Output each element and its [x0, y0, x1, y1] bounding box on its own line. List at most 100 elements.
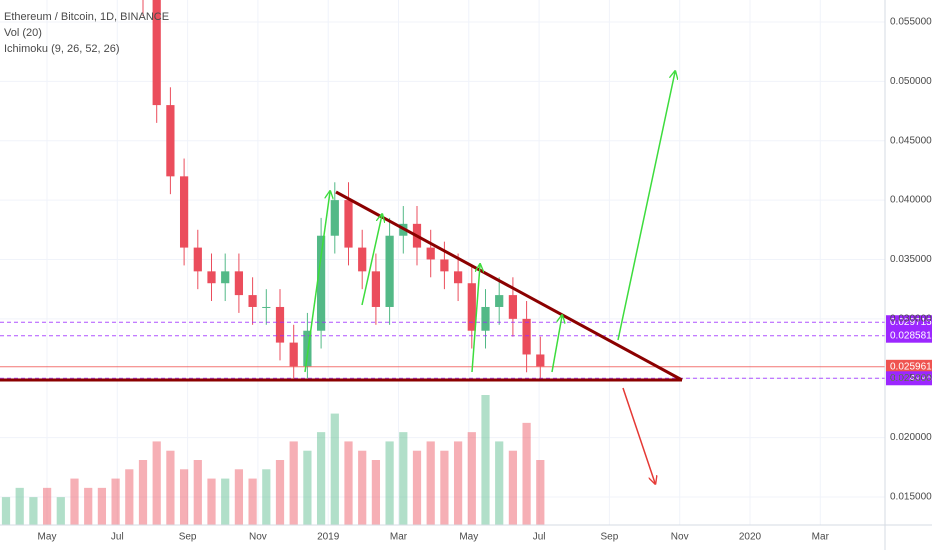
- volume-bar: [289, 441, 298, 525]
- candle-body: [467, 283, 476, 331]
- volume-bar: [193, 460, 202, 525]
- volume-bar: [152, 441, 161, 525]
- arrow: [471, 265, 480, 373]
- candle-body: [179, 176, 189, 248]
- candle-body: [481, 306, 490, 331]
- volume-bar: [344, 441, 353, 525]
- candle-body: [522, 318, 531, 355]
- candle-body: [166, 105, 175, 177]
- price-label-box: [886, 371, 932, 386]
- volume-bar: [84, 487, 93, 525]
- y-tick-label: 0.055000: [890, 17, 932, 28]
- volume-bar: [15, 487, 24, 525]
- candle-body: [440, 259, 449, 272]
- candle-body: [207, 271, 216, 284]
- volume-bar: [70, 478, 79, 525]
- price-label-box: [886, 359, 932, 374]
- arrow: [361, 215, 382, 306]
- volume-bar: [453, 441, 463, 525]
- candle-body: [316, 235, 326, 331]
- candle-body: [303, 330, 312, 367]
- volume-bar: [522, 422, 531, 525]
- indicator-label: Ichimoku (9, 26, 52, 26): [4, 43, 120, 55]
- candle-body: [358, 247, 367, 272]
- y-tick-label: 0.020000: [890, 432, 932, 443]
- y-tick-label: 0.030000: [890, 313, 932, 324]
- candle-body: [221, 271, 230, 284]
- arrow: [622, 387, 655, 483]
- candle-body: [289, 342, 298, 367]
- volume-bar: [275, 460, 285, 525]
- volume-bar: [412, 450, 422, 525]
- arrow: [617, 72, 675, 341]
- volume-bar: [316, 432, 326, 525]
- candle-body: [508, 295, 518, 319]
- volume-bar: [125, 469, 134, 525]
- arrow: [304, 192, 330, 373]
- volume-bar: [97, 487, 107, 525]
- volume-bar: [358, 450, 367, 525]
- price-label-box: [886, 328, 932, 343]
- x-tick-label: May: [459, 532, 478, 543]
- axes: 0.015000 0.020000 0.025000 0.030000 0.035000…: [38, 17, 932, 543]
- price-label: 0.028581: [890, 330, 932, 341]
- volume-bar: [440, 450, 449, 525]
- volume-bar: [166, 450, 175, 525]
- trend-line: [335, 190, 683, 382]
- price-label: 0.024996: [890, 373, 932, 384]
- indicator-label: Vol (20): [4, 27, 42, 39]
- y-tick-label: 0.035000: [890, 254, 932, 265]
- volume-bar: [303, 450, 312, 525]
- candle-body: [275, 306, 285, 343]
- candle-body: [193, 247, 202, 272]
- volume-bar: [495, 441, 504, 525]
- volume-bar: [42, 487, 52, 525]
- x-tick-label: Sep: [179, 532, 197, 543]
- x-tick-label: 2019: [317, 532, 340, 543]
- candle-body: [344, 200, 353, 248]
- volume-bar: [481, 395, 490, 525]
- candle-body: [426, 247, 435, 260]
- arrow: [551, 316, 562, 373]
- x-tick-label: May: [38, 532, 57, 543]
- candle-body: [495, 295, 504, 307]
- candle-body: [536, 354, 545, 367]
- candle-body: [330, 200, 339, 236]
- volume-bar: [330, 413, 339, 525]
- candle-body: [453, 271, 463, 284]
- volume-bar: [426, 441, 435, 525]
- volume-bar: [111, 478, 120, 525]
- volume-bar: [262, 469, 271, 525]
- candle-body: [385, 235, 394, 307]
- x-tick-label: Mar: [390, 532, 408, 543]
- chart-title: Ethereum / Bitcoin, 1D, BINANCE: [4, 11, 169, 23]
- volume-bar: [221, 478, 230, 525]
- candle-body: [262, 306, 271, 308]
- volume-bar: [536, 460, 545, 525]
- volume-bar: [138, 460, 148, 525]
- x-tick-label: Jul: [111, 532, 124, 543]
- volume-bar: [248, 478, 257, 525]
- x-tick-label: Jul: [533, 532, 546, 543]
- volume: [1, 395, 545, 525]
- x-tick-label: Nov: [249, 532, 267, 543]
- price-label: 0.025961: [890, 361, 932, 372]
- y-tick-label: 0.050000: [890, 76, 932, 87]
- y-tick-label: 0.045000: [890, 135, 932, 146]
- y-tick-label: 0.015000: [890, 492, 932, 503]
- candle-body: [248, 295, 257, 307]
- x-tick-label: Mar: [812, 532, 830, 543]
- price-label-box: [886, 315, 932, 330]
- y-tick-label: 0.040000: [890, 195, 932, 206]
- volume-bar: [385, 441, 394, 525]
- volume-bar: [399, 432, 408, 525]
- volume-bar: [508, 450, 518, 525]
- x-tick-label: Sep: [601, 532, 619, 543]
- x-tick-label: Nov: [671, 532, 689, 543]
- volume-bar: [1, 497, 11, 525]
- volume-bar: [29, 497, 38, 525]
- volume-bar: [234, 469, 244, 525]
- candle-body: [152, 0, 161, 106]
